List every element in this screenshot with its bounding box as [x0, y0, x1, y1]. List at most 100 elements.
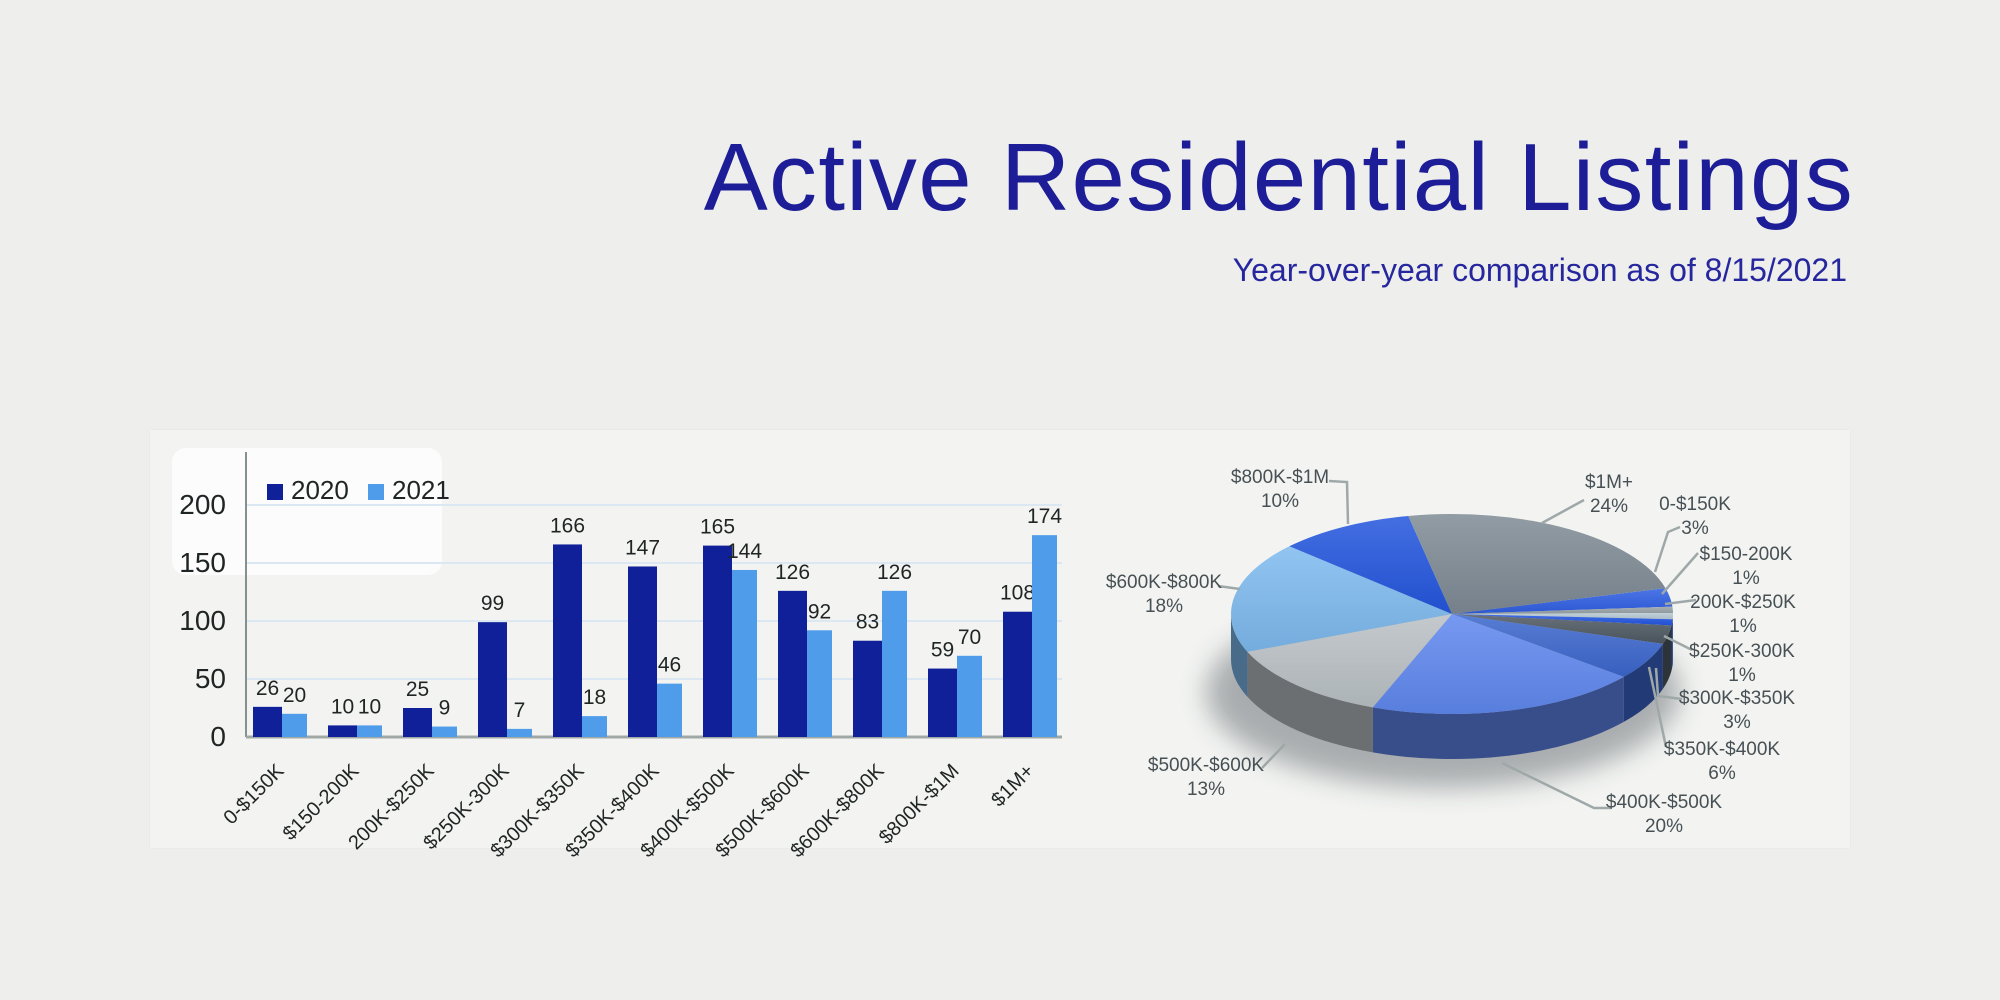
bar-value-2020-0: 26: [256, 677, 279, 700]
bar-2021-6: [732, 569, 757, 737]
bar-2021-1: [357, 725, 382, 737]
bar-value-2020-6: 165: [700, 516, 735, 539]
pie-leader-6: [1501, 761, 1611, 810]
bar-2021-5: [657, 683, 682, 737]
y-axis-card: [172, 448, 442, 575]
bar-value-2021-6: 144: [727, 540, 762, 563]
pie-slice-7: [1247, 614, 1452, 708]
bar-2020-7: [778, 590, 807, 737]
y-tick-label: 200: [179, 489, 226, 520]
bar-2021-4: [582, 716, 607, 737]
bar-2021-8: [882, 590, 907, 737]
pie-label-6: $400K-$500K 20%: [1606, 792, 1723, 837]
pie-slice-8: [1230, 546, 1452, 652]
bar-value-2020-7: 126: [775, 561, 810, 584]
y-tick-label: 150: [179, 547, 226, 578]
bar-value-2020-4: 166: [550, 514, 585, 537]
pie-slice-side-6: [1372, 676, 1624, 759]
pie-slice-10: [1408, 514, 1666, 614]
pie-slice-side-5: [1623, 643, 1663, 722]
pie-leader-1: [1661, 552, 1699, 595]
bar-2021-10: [1032, 535, 1057, 737]
bar-2021-9: [957, 655, 982, 737]
legend-label-2020: 2020: [291, 475, 349, 505]
pie-leader-8: [1217, 584, 1241, 591]
pie-slice-3: [1452, 614, 1673, 626]
pie-label-0: 0-$150K 3%: [1659, 494, 1731, 539]
bar-value-2020-8: 83: [856, 611, 879, 634]
legend-label-2021: 2021: [392, 475, 450, 505]
pie-label-2: 200K-$250K 1%: [1690, 592, 1796, 637]
pie-slice-side-8: [1231, 614, 1248, 697]
y-tick-label: 100: [179, 605, 226, 636]
pie-leader-5: [1647, 666, 1668, 748]
bar-value-2020-3: 99: [481, 592, 504, 615]
pie-leader-9: [1328, 479, 1350, 525]
bar-value-2021-4: 18: [583, 686, 606, 709]
pie-slice-side-4: [1662, 625, 1672, 689]
pie-leader-10: [1541, 498, 1585, 525]
y-tick-label: 50: [195, 663, 226, 694]
pie-leader-3: [1663, 634, 1693, 652]
pie-leader-0: [1653, 525, 1681, 573]
pie-slice-0: [1452, 588, 1673, 614]
bar-value-2020-10: 108: [1000, 582, 1035, 605]
page-subtitle: Year-over-year comparison as of 8/15/202…: [1232, 252, 1847, 288]
pie-slice-side-7: [1247, 651, 1373, 753]
pie-label-7: $500K-$600K 13%: [1148, 755, 1265, 800]
pie-slice-2: [1452, 612, 1673, 620]
bar-value-2020-2: 25: [406, 678, 429, 701]
bar-2020-3: [478, 622, 507, 737]
pie-leader-2: [1664, 598, 1697, 606]
bar-2020-0: [253, 706, 282, 737]
bar-2020-2: [403, 708, 432, 737]
legend-swatch-2020: [267, 484, 283, 500]
pie-slice-4: [1452, 614, 1672, 644]
legend-swatch-2021: [368, 484, 384, 500]
bar-value-2021-0: 20: [283, 684, 306, 707]
pie-label-5: $350K-$400K 6%: [1664, 739, 1781, 784]
pie-label-8: $600K-$800K 18%: [1106, 572, 1223, 617]
bar-value-2021-1: 10: [358, 695, 381, 718]
pie-slice-side-3: [1671, 619, 1673, 671]
pie-label-4: $300K-$350K 3%: [1679, 688, 1796, 733]
x-tick-label-0: 0-$150K: [220, 760, 289, 829]
bar-value-2021-7: 92: [808, 600, 831, 623]
bar-2021-0: [282, 713, 307, 737]
bar-2020-5: [628, 566, 657, 737]
bar-value-2021-8: 126: [877, 561, 912, 584]
bar-value-2021-3: 7: [514, 699, 526, 722]
bar-value-2021-10: 174: [1027, 505, 1062, 528]
bar-value-2021-5: 46: [658, 654, 681, 677]
x-tick-label-9: $800K-$1M: [875, 760, 964, 849]
page-title: Active Residential Listings: [703, 124, 1854, 231]
pie-label-10: $1M+ 24%: [1585, 472, 1633, 517]
bar-2021-7: [807, 630, 832, 737]
bar-2020-1: [328, 725, 357, 737]
pie-label-1: $150-200K 1%: [1700, 544, 1793, 589]
pie-label-9: $800K-$1M 10%: [1231, 467, 1329, 512]
bar-value-2020-9: 59: [931, 639, 954, 662]
pie-slice-5: [1452, 614, 1663, 677]
bar-2020-10: [1003, 611, 1032, 737]
bar-value-2020-1: 10: [331, 695, 354, 718]
bar-2021-3: [507, 728, 532, 737]
bar-2020-8: [853, 640, 882, 737]
x-tick-label-10: $1M+: [987, 760, 1038, 811]
bar-value-2021-9: 70: [958, 626, 981, 649]
y-tick-label: 0: [210, 721, 226, 752]
pie-slice-9: [1289, 515, 1452, 614]
pie-slice-6: [1372, 614, 1624, 714]
bar-value-2020-5: 147: [625, 536, 660, 559]
bar-2020-4: [553, 544, 582, 737]
pie-chart: 0-$150K 3% $150-200K 1%200K-$250K 1%$250K-30…: [1106, 467, 1796, 837]
pie-label-3: $250K-300K 1%: [1689, 641, 1795, 686]
bar-2021-2: [432, 726, 457, 737]
pie-leader-4: [1654, 667, 1683, 701]
bar-2020-9: [928, 668, 957, 737]
bar-value-2021-2: 9: [439, 697, 451, 720]
bar-2020-6: [703, 545, 732, 737]
